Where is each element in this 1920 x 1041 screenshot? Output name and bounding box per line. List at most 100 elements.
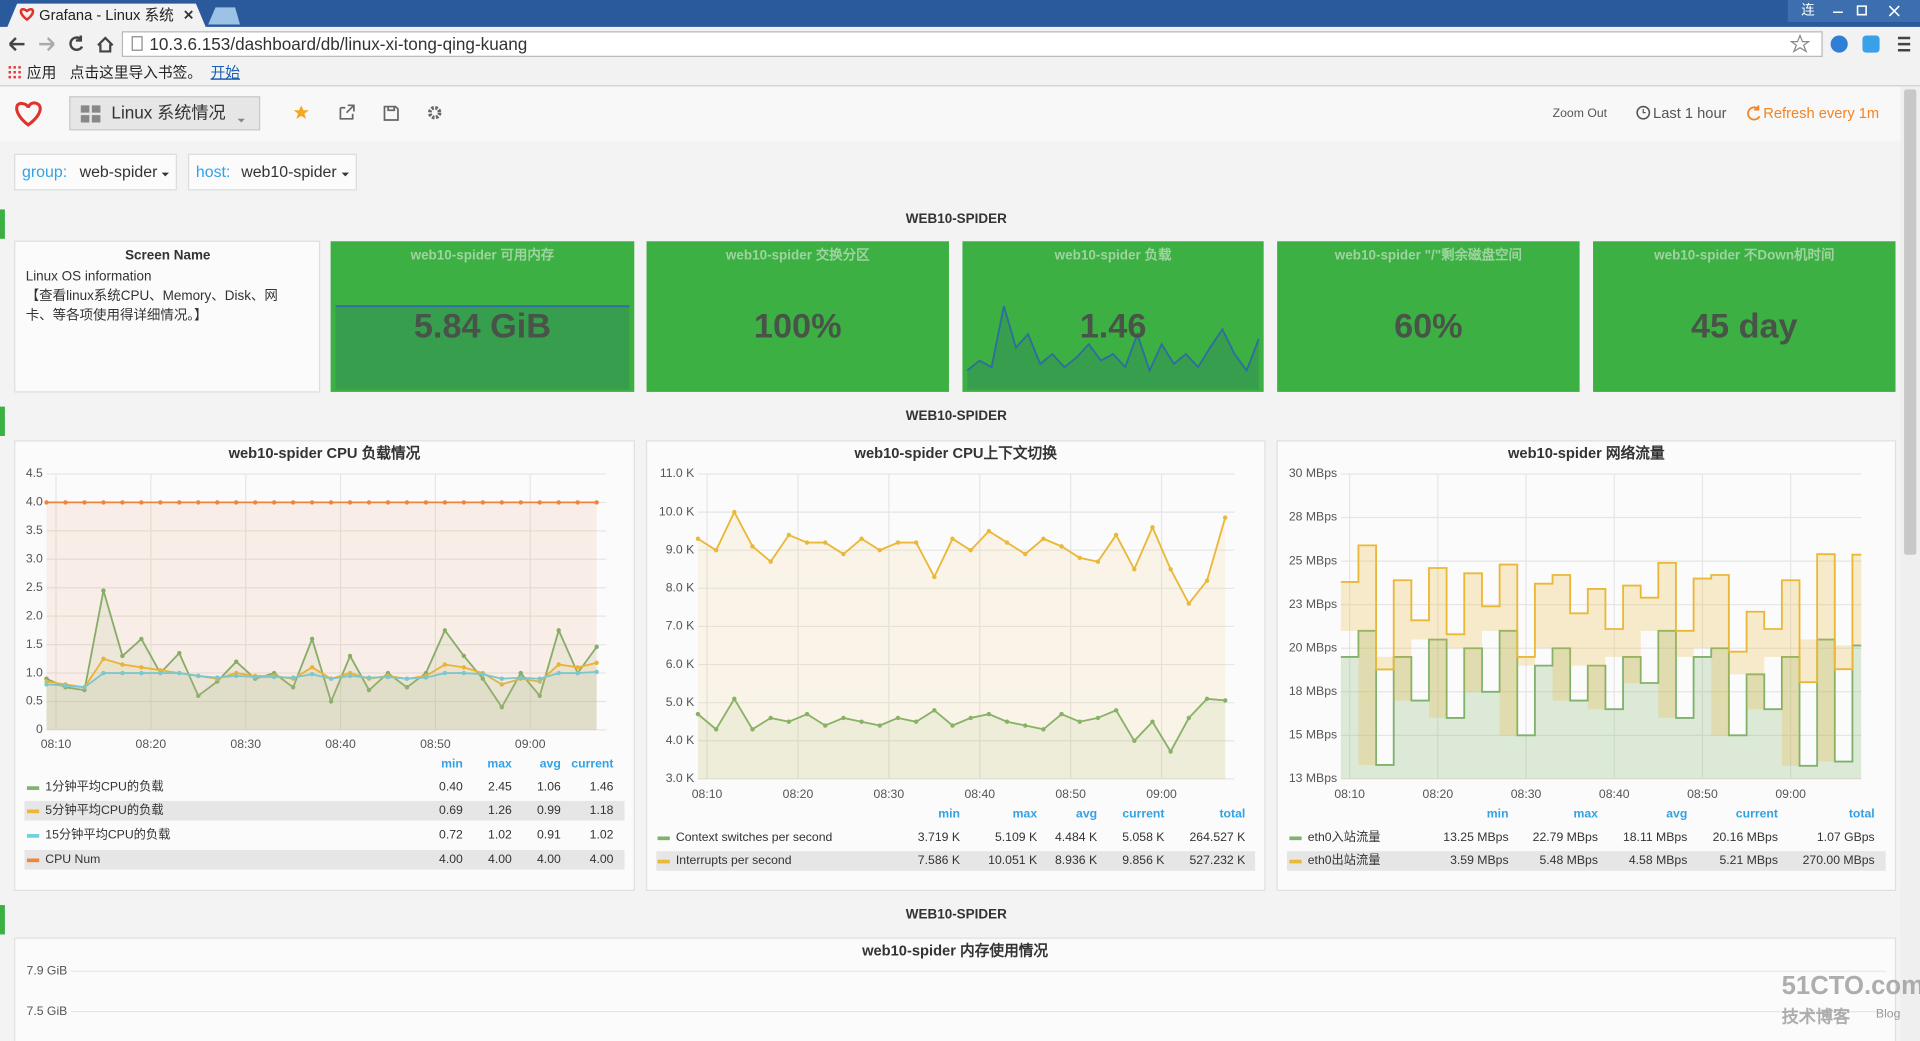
legend-header[interactable]: min <box>441 756 463 770</box>
legend-name[interactable]: eth0入站流量 <box>1308 830 1381 844</box>
legend-header[interactable]: max <box>1573 807 1598 821</box>
variable-box[interactable] <box>14 153 177 191</box>
legend-row-bg <box>1286 851 1886 871</box>
data-point <box>499 676 504 681</box>
bookmark-star[interactable] <box>1789 33 1811 53</box>
data-point <box>499 500 504 505</box>
variable-box[interactable] <box>187 153 357 191</box>
active-tab[interactable] <box>7 3 206 27</box>
legend-header[interactable]: total <box>1219 807 1245 821</box>
y-tick-label: 30 MBps <box>1289 466 1337 480</box>
legend-header[interactable]: min <box>938 807 960 821</box>
x-tick-label: 08:20 <box>1423 787 1454 801</box>
y-tick-label: 3.5 <box>26 523 43 537</box>
data-point <box>196 500 201 505</box>
data-point <box>461 500 467 505</box>
x-tick-label: 08:30 <box>1511 787 1542 801</box>
legend-value: 2.45 <box>488 780 512 794</box>
data-point <box>556 628 561 633</box>
legend-swatch <box>1289 859 1302 864</box>
forward-button[interactable] <box>39 37 55 52</box>
data-point <box>518 675 523 680</box>
data-point <box>804 540 810 545</box>
legend-value: 0.99 <box>537 803 561 817</box>
caret <box>161 172 169 177</box>
series-line <box>697 697 1226 754</box>
data-point <box>271 500 277 505</box>
legend-name[interactable]: 15分钟平均CPU的负载 <box>45 826 170 841</box>
y-tick-label: 25 MBps <box>1289 553 1337 567</box>
text-panel <box>14 240 321 393</box>
data-point <box>575 670 580 676</box>
data-point <box>44 500 49 505</box>
legend-header[interactable]: current <box>571 756 613 770</box>
legend-name[interactable]: Interrupts per second <box>676 853 792 867</box>
data-point <box>366 687 372 693</box>
ime-indicator: 连 <box>1801 3 1815 18</box>
back-button[interactable] <box>8 37 25 52</box>
data-point <box>968 715 973 721</box>
legend-value: 5.058 K <box>1122 830 1165 844</box>
data-point <box>63 683 68 688</box>
data-point <box>139 636 144 642</box>
legend-name[interactable]: CPU Num <box>45 852 100 866</box>
data-point <box>518 500 523 505</box>
legend-header[interactable]: current <box>1736 807 1778 821</box>
legend-value: 264.527 K <box>1190 830 1247 844</box>
data-point <box>499 704 504 710</box>
data-point <box>347 673 353 679</box>
x-tick-label: 08:30 <box>874 787 905 801</box>
home-button[interactable] <box>97 36 114 53</box>
data-point <box>932 708 937 713</box>
refresh-picker[interactable]: Refresh every 1m <box>1763 106 1879 122</box>
legend-header[interactable]: avg <box>540 756 561 770</box>
data-point <box>461 670 467 676</box>
bookmark[interactable]: 点击这里导入书签。 <box>70 64 202 81</box>
share-button[interactable] <box>339 104 355 120</box>
scrollbar-thumb[interactable] <box>1904 89 1917 555</box>
legend-name[interactable]: 1分钟平均CPU的负载 <box>45 779 163 794</box>
legend-swatch <box>26 834 40 838</box>
save-button[interactable] <box>383 105 399 121</box>
data-point <box>309 665 315 670</box>
x-tick-label: 08:10 <box>692 787 723 801</box>
singlestat-title: web10-spider "/"剩余磁盘空间 <box>1334 247 1522 263</box>
y-tick-label: 3.0 <box>26 552 43 566</box>
bookmark[interactable]: 开始 <box>211 64 241 81</box>
extension-icon[interactable] <box>1862 35 1880 53</box>
data-point <box>1132 567 1137 572</box>
legend-header[interactable]: current <box>1122 807 1164 821</box>
legend-header[interactable]: min <box>1487 807 1509 821</box>
legend-name[interactable]: 5分钟平均CPU的负载 <box>45 802 163 817</box>
legend-name[interactable]: Context switches per second <box>676 830 833 844</box>
legend-value: 4.00 <box>488 852 512 866</box>
time-range[interactable]: Last 1 hour <box>1653 106 1727 122</box>
row-marker <box>0 905 5 935</box>
zoom-out[interactable]: Zoom Out <box>1553 106 1608 120</box>
bookmark[interactable]: 应用 <box>27 63 56 81</box>
legend-header[interactable]: avg <box>1666 807 1687 821</box>
legend-header[interactable]: total <box>1849 807 1875 821</box>
window-buttons[interactable] <box>1833 5 1900 17</box>
singlestat-panel <box>646 241 949 392</box>
dashboard-picker[interactable] <box>69 96 261 131</box>
reload-button[interactable] <box>69 35 84 51</box>
legend-value: 1.26 <box>488 803 512 817</box>
extension-icon[interactable] <box>1830 35 1848 53</box>
legend-name[interactable]: eth0出站流量 <box>1308 853 1381 867</box>
row-title: WEB10-SPIDER <box>906 906 1007 921</box>
new-tab[interactable] <box>208 7 240 25</box>
data-point <box>442 662 448 667</box>
url-box[interactable] <box>121 31 1823 57</box>
legend-header[interactable]: max <box>487 756 512 770</box>
grafana-logo[interactable] <box>15 101 42 127</box>
data-point <box>1150 525 1155 530</box>
legend-header[interactable]: max <box>1013 807 1038 821</box>
tab-close[interactable] <box>184 10 193 20</box>
legend-value: 4.484 K <box>1055 830 1098 844</box>
settings-button[interactable] <box>427 105 442 120</box>
legend-header[interactable]: avg <box>1076 807 1097 821</box>
data-point <box>385 500 391 505</box>
star-button[interactable] <box>293 105 309 120</box>
menu-button[interactable] <box>1897 36 1911 52</box>
